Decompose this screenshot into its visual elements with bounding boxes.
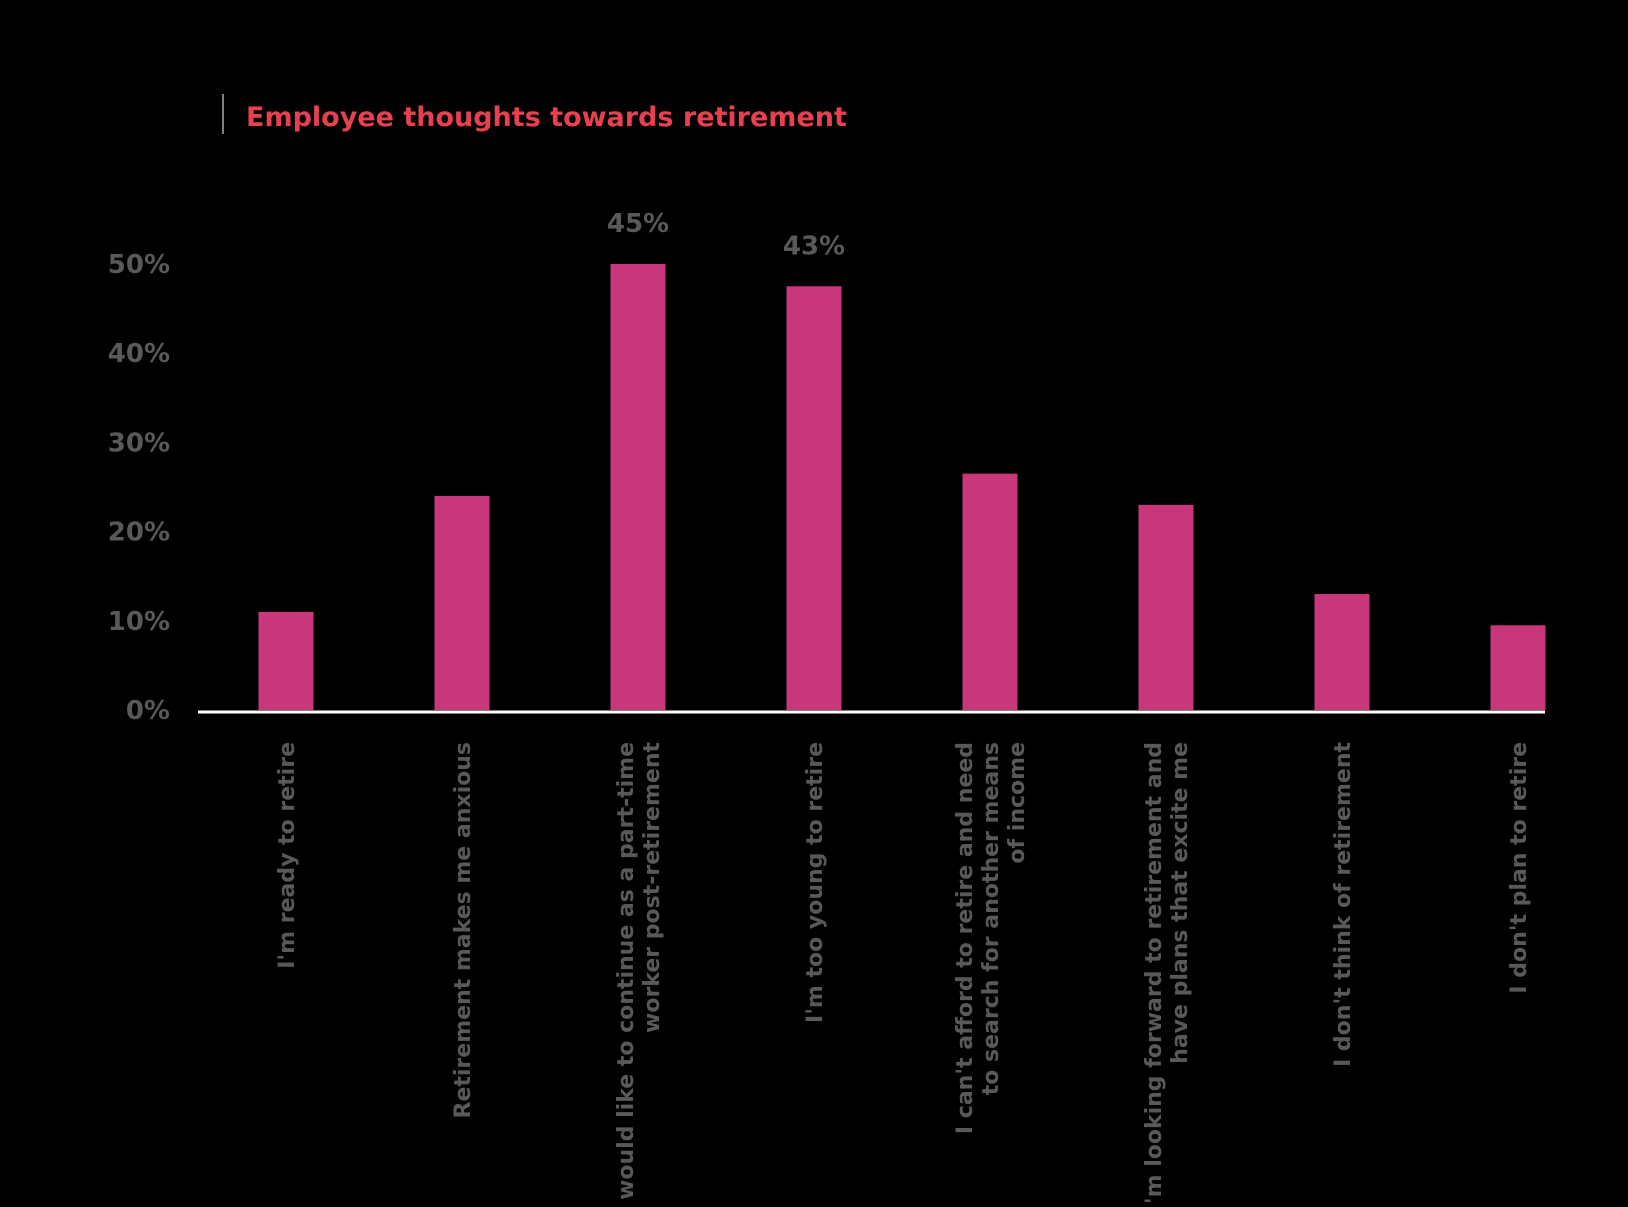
data-labels: 45% 43% bbox=[607, 209, 845, 261]
bar-value-label: 45% bbox=[607, 209, 669, 239]
bar bbox=[434, 495, 490, 710]
y-tick-label: 50% bbox=[108, 250, 170, 280]
x-category-label-line: I don't plan to retire bbox=[1507, 742, 1532, 994]
chart-title: Employee thoughts towards retirement bbox=[246, 102, 847, 133]
bar bbox=[786, 286, 842, 710]
bar bbox=[1138, 504, 1194, 710]
x-category-label-line: have plans that excite me bbox=[1168, 742, 1193, 1064]
x-category-label: I'm too young to retire bbox=[803, 742, 828, 1023]
bar-value-label: 43% bbox=[783, 231, 845, 261]
x-category-label: I'm ready to retire bbox=[275, 742, 300, 969]
x-category-label-line: I'm too young to retire bbox=[803, 742, 828, 1023]
y-axis: 0% 10% 20% 30% 40% 50% bbox=[108, 250, 170, 726]
x-category-label: I would like to continue as a part-time w… bbox=[614, 742, 665, 1207]
y-tick-label: 10% bbox=[108, 607, 170, 637]
bar bbox=[1490, 625, 1546, 710]
x-category-label-line: to search for another means bbox=[979, 742, 1004, 1095]
x-category-label-line: I don't think of retirement bbox=[1331, 742, 1356, 1067]
y-tick-label: 0% bbox=[126, 696, 170, 726]
y-tick-label: 20% bbox=[108, 518, 170, 548]
x-category-label-line: Retirement makes me anxious bbox=[451, 742, 476, 1118]
bar-series bbox=[258, 264, 1546, 710]
y-tick-label: 30% bbox=[108, 428, 170, 458]
x-category-label-line: of income bbox=[1005, 742, 1030, 864]
x-category-label: I can't afford to retire and need to sear… bbox=[953, 742, 1030, 1134]
x-category-label-line: I'm looking forward to retirement and bbox=[1142, 742, 1167, 1202]
x-category-label-line: I can't afford to retire and need bbox=[953, 742, 978, 1134]
bar bbox=[610, 264, 666, 710]
y-tick-label: 40% bbox=[108, 339, 170, 369]
bar bbox=[258, 611, 314, 710]
x-category-label-line: I'm ready to retire bbox=[275, 742, 300, 969]
x-axis-categories: I'm ready to retire Retirement makes me a… bbox=[275, 742, 1532, 1207]
x-category-label: Retirement makes me anxious bbox=[451, 742, 476, 1118]
bar bbox=[962, 473, 1018, 710]
bar bbox=[1314, 594, 1370, 710]
x-category-label-line: worker post-retirement bbox=[640, 742, 665, 1033]
x-category-label: I don't plan to retire bbox=[1507, 742, 1532, 994]
x-category-label: I'm looking forward to retirement and hav… bbox=[1142, 742, 1193, 1207]
x-category-label-line: I would like to continue as a part-time bbox=[614, 742, 639, 1202]
x-category-label: I don't think of retirement bbox=[1331, 742, 1356, 1067]
